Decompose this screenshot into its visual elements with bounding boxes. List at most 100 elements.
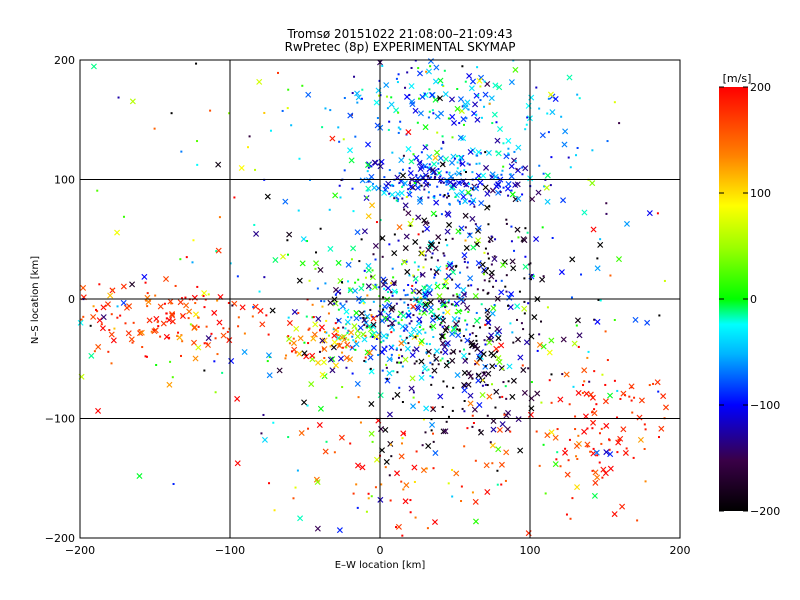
colorbar-tick-label: −100 — [750, 399, 780, 412]
data-point-x — [462, 212, 469, 219]
data-point-dot — [461, 65, 464, 68]
data-point-dot — [550, 156, 553, 159]
data-point-dot — [507, 380, 510, 383]
data-point-dot — [565, 513, 568, 516]
data-point-dot — [297, 209, 300, 212]
data-point-dot — [490, 263, 493, 266]
data-point-dot — [491, 122, 494, 125]
data-point-dot — [203, 369, 206, 372]
data-point-dot — [586, 356, 589, 359]
data-point-x — [192, 311, 199, 318]
data-point-dot — [477, 94, 480, 97]
data-point-x — [512, 66, 519, 73]
data-point-dot — [413, 480, 416, 483]
data-point-x — [437, 95, 444, 102]
data-point-x — [319, 371, 326, 378]
data-point-x — [495, 150, 502, 157]
data-point-dot — [380, 341, 383, 344]
data-point-x — [492, 173, 499, 180]
data-point-dot — [586, 445, 589, 448]
data-point-x — [348, 329, 355, 336]
data-point-dot — [333, 451, 336, 454]
data-point-dot — [311, 316, 314, 319]
data-point-x — [412, 107, 419, 114]
data-point-dot — [544, 492, 547, 495]
data-point-dot — [439, 359, 442, 362]
data-point-x — [440, 428, 447, 435]
data-point-x — [129, 281, 136, 288]
data-point-x — [386, 356, 393, 363]
data-point-dot — [416, 333, 419, 336]
data-point-dot — [426, 298, 429, 301]
data-point-dot — [194, 302, 197, 305]
data-point-x — [465, 370, 472, 377]
data-point-x — [427, 241, 434, 248]
data-point-dot — [341, 351, 344, 354]
data-point-dot — [131, 341, 134, 344]
data-point-dot — [432, 440, 435, 443]
data-point-x — [389, 320, 396, 327]
data-point-x — [418, 374, 425, 381]
data-point-dot — [197, 316, 200, 319]
data-point-x — [120, 283, 127, 290]
data-point-x — [314, 525, 321, 532]
data-point-dot — [348, 287, 351, 290]
data-point-dot — [366, 325, 369, 328]
data-point-dot — [393, 197, 396, 200]
data-point-dot — [463, 348, 466, 351]
data-point-dot — [486, 313, 489, 316]
data-point-x — [439, 340, 446, 347]
data-point-dot — [107, 350, 110, 353]
data-point-x — [377, 392, 384, 399]
data-point-x — [359, 177, 366, 184]
data-point-x — [418, 338, 425, 345]
data-point-x — [477, 179, 484, 186]
data-point-dot — [389, 499, 392, 502]
data-point-dot — [388, 169, 391, 172]
data-point-dot — [111, 288, 114, 291]
data-point-dot — [471, 414, 474, 417]
data-point-dot — [628, 395, 631, 398]
data-point-dot — [575, 154, 578, 157]
data-point-dot — [347, 329, 350, 332]
data-point-dot — [455, 155, 458, 158]
data-point-x — [473, 92, 480, 99]
data-point-dot — [523, 277, 526, 280]
data-point-dot — [364, 356, 367, 359]
data-point-x — [327, 245, 334, 252]
data-point-dot — [433, 276, 436, 279]
data-point-dot — [619, 397, 622, 400]
data-point-dot — [398, 172, 401, 175]
data-point-dot — [456, 87, 459, 90]
data-point-dot — [470, 194, 473, 197]
data-point-dot — [116, 305, 119, 308]
data-point-dot — [420, 151, 423, 154]
data-point-x — [419, 93, 426, 100]
data-point-dot — [377, 353, 380, 356]
data-point-dot — [404, 294, 407, 297]
data-point-dot — [352, 492, 355, 495]
data-point-x — [433, 355, 440, 362]
data-point-x — [584, 441, 591, 448]
data-point-dot — [426, 351, 429, 354]
data-point-x — [368, 173, 375, 180]
data-point-dot — [543, 185, 546, 188]
data-point-dot — [379, 219, 382, 222]
data-point-x — [407, 170, 414, 177]
data-point-dot — [364, 334, 367, 337]
data-point-dot — [351, 187, 354, 190]
data-point-dot — [272, 421, 275, 424]
data-point-x — [472, 518, 479, 525]
data-point-dot — [504, 385, 507, 388]
data-point-dot — [382, 296, 385, 299]
data-point-dot — [290, 124, 293, 127]
data-point-x — [384, 296, 391, 303]
data-point-x — [476, 77, 483, 84]
data-point-x — [381, 303, 388, 310]
data-point-dot — [383, 176, 386, 179]
data-point-dot — [501, 395, 504, 398]
data-point-dot — [433, 195, 436, 198]
data-point-x — [420, 467, 427, 474]
data-point-dot — [507, 153, 510, 156]
data-point-x — [423, 181, 430, 188]
